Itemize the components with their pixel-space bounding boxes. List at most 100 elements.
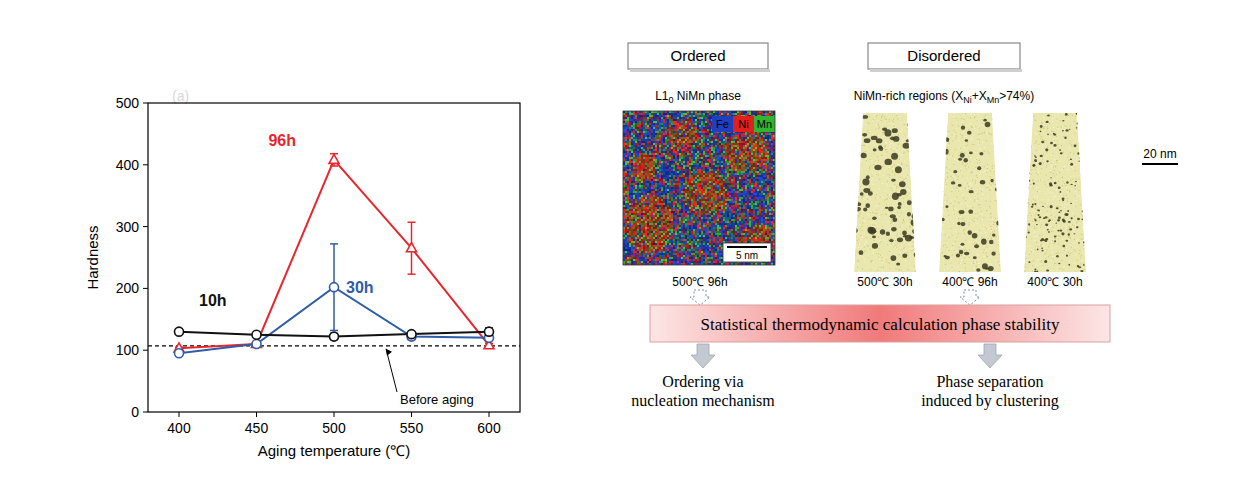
atom [647,193,649,195]
atom [643,121,645,123]
atom [653,131,655,133]
panel-subtitle: L10 NiMn phase [655,89,741,105]
atom [665,117,667,119]
atom [657,175,659,177]
atom [655,113,657,115]
atom [625,173,627,175]
atom [629,193,631,195]
atom [659,125,661,127]
atom [647,157,649,159]
atom [667,119,669,121]
atom [655,205,657,207]
atom [657,125,659,127]
atom [655,149,657,151]
atom [643,259,645,261]
atom [651,223,653,225]
atom [625,137,627,139]
atom [639,187,641,189]
atom [637,169,639,171]
atom [667,231,669,233]
atom [635,167,637,169]
atom [627,115,629,117]
atom [637,159,639,161]
atom [657,229,659,231]
atom [631,157,633,159]
atom [651,119,653,121]
atom [625,209,627,211]
atom [645,225,647,227]
atom [663,127,665,129]
atom [665,137,667,139]
atom [659,127,661,129]
atom [671,215,673,217]
atom [657,163,659,165]
atom [657,207,659,209]
atom [665,211,667,213]
atom [653,117,655,119]
atom [669,245,671,247]
atom [657,255,659,257]
atom [627,187,629,189]
atom [631,119,633,121]
atom [667,239,669,241]
atom [649,153,651,155]
atom [645,151,647,153]
atom [659,171,661,173]
atom [631,247,633,249]
atom [669,177,671,179]
atom [629,179,631,181]
atom [653,141,655,143]
atom [645,261,647,263]
atom [645,183,647,185]
atom [645,163,647,165]
atom [655,237,657,239]
atom [661,123,663,125]
atom [647,191,649,193]
atom [645,177,647,179]
atom [669,173,671,175]
atom [637,223,639,225]
atom [637,171,639,173]
atom [637,219,639,221]
atom [653,175,655,177]
atom [645,235,647,237]
atom [639,167,641,169]
atom [645,145,647,147]
atom [631,239,633,241]
atom [637,251,639,253]
atom [629,123,631,125]
atom [669,235,671,237]
atom [639,113,641,115]
atom [667,143,669,145]
atom [667,113,669,115]
atom [627,249,629,251]
atom [663,197,665,199]
atom [637,247,639,249]
atom [637,239,639,241]
atom [639,171,641,173]
atom [669,191,671,193]
atom [643,147,645,149]
atom [641,143,643,145]
atom [629,149,631,151]
atom [671,155,673,157]
atom [665,165,667,167]
atom [631,205,633,207]
atom [651,203,653,205]
atom [629,209,631,211]
atom [663,149,665,151]
atom [667,225,669,227]
atom [669,129,671,131]
atom [665,255,667,257]
atom [635,223,637,225]
atom [671,121,673,123]
atom [629,241,631,243]
atom [669,171,671,173]
atom [641,227,643,229]
atom [647,255,649,257]
atom [631,193,633,195]
atom [647,141,649,143]
atom [669,133,671,135]
atom [645,251,647,253]
atom [653,247,655,249]
